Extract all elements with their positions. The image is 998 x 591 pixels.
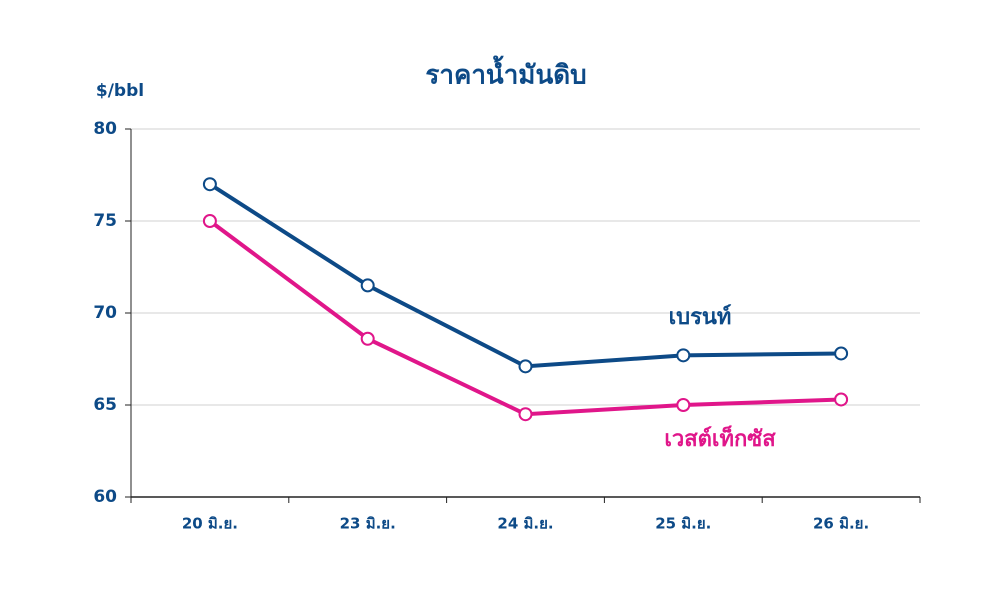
- y-tick-label: 65: [93, 395, 117, 415]
- point: [676, 398, 691, 412]
- point: [834, 346, 849, 361]
- point: [202, 214, 217, 228]
- point: [518, 407, 533, 422]
- series-label: เบรนท์: [669, 304, 732, 330]
- point: [202, 177, 217, 192]
- line: [208, 182, 842, 369]
- y-tick-label: 75: [93, 211, 117, 231]
- y-axis-label: $/bbl: [96, 81, 144, 101]
- y-tick-label: 70: [93, 303, 117, 323]
- point: [360, 278, 375, 293]
- series-label: เวสต์เท็กซัส: [664, 424, 776, 452]
- point: [676, 348, 691, 363]
- point: [360, 331, 375, 346]
- x-tick-label: 26 มิ.ย.: [813, 515, 869, 533]
- line: [208, 219, 842, 417]
- chart-title: ราคาน้ำมันดิบ: [425, 55, 586, 91]
- point: [518, 359, 533, 374]
- x-tick-label: 20 มิ.ย.: [182, 515, 238, 533]
- x-tick-label: 23 มิ.ย.: [340, 515, 396, 533]
- x-tick-label: 25 มิ.ย.: [655, 515, 711, 533]
- y-tick-label: 80: [93, 119, 117, 139]
- x-tick-label: 24 มิ.ย.: [497, 515, 553, 533]
- y-tick-label: 60: [93, 487, 117, 507]
- point: [834, 392, 849, 407]
